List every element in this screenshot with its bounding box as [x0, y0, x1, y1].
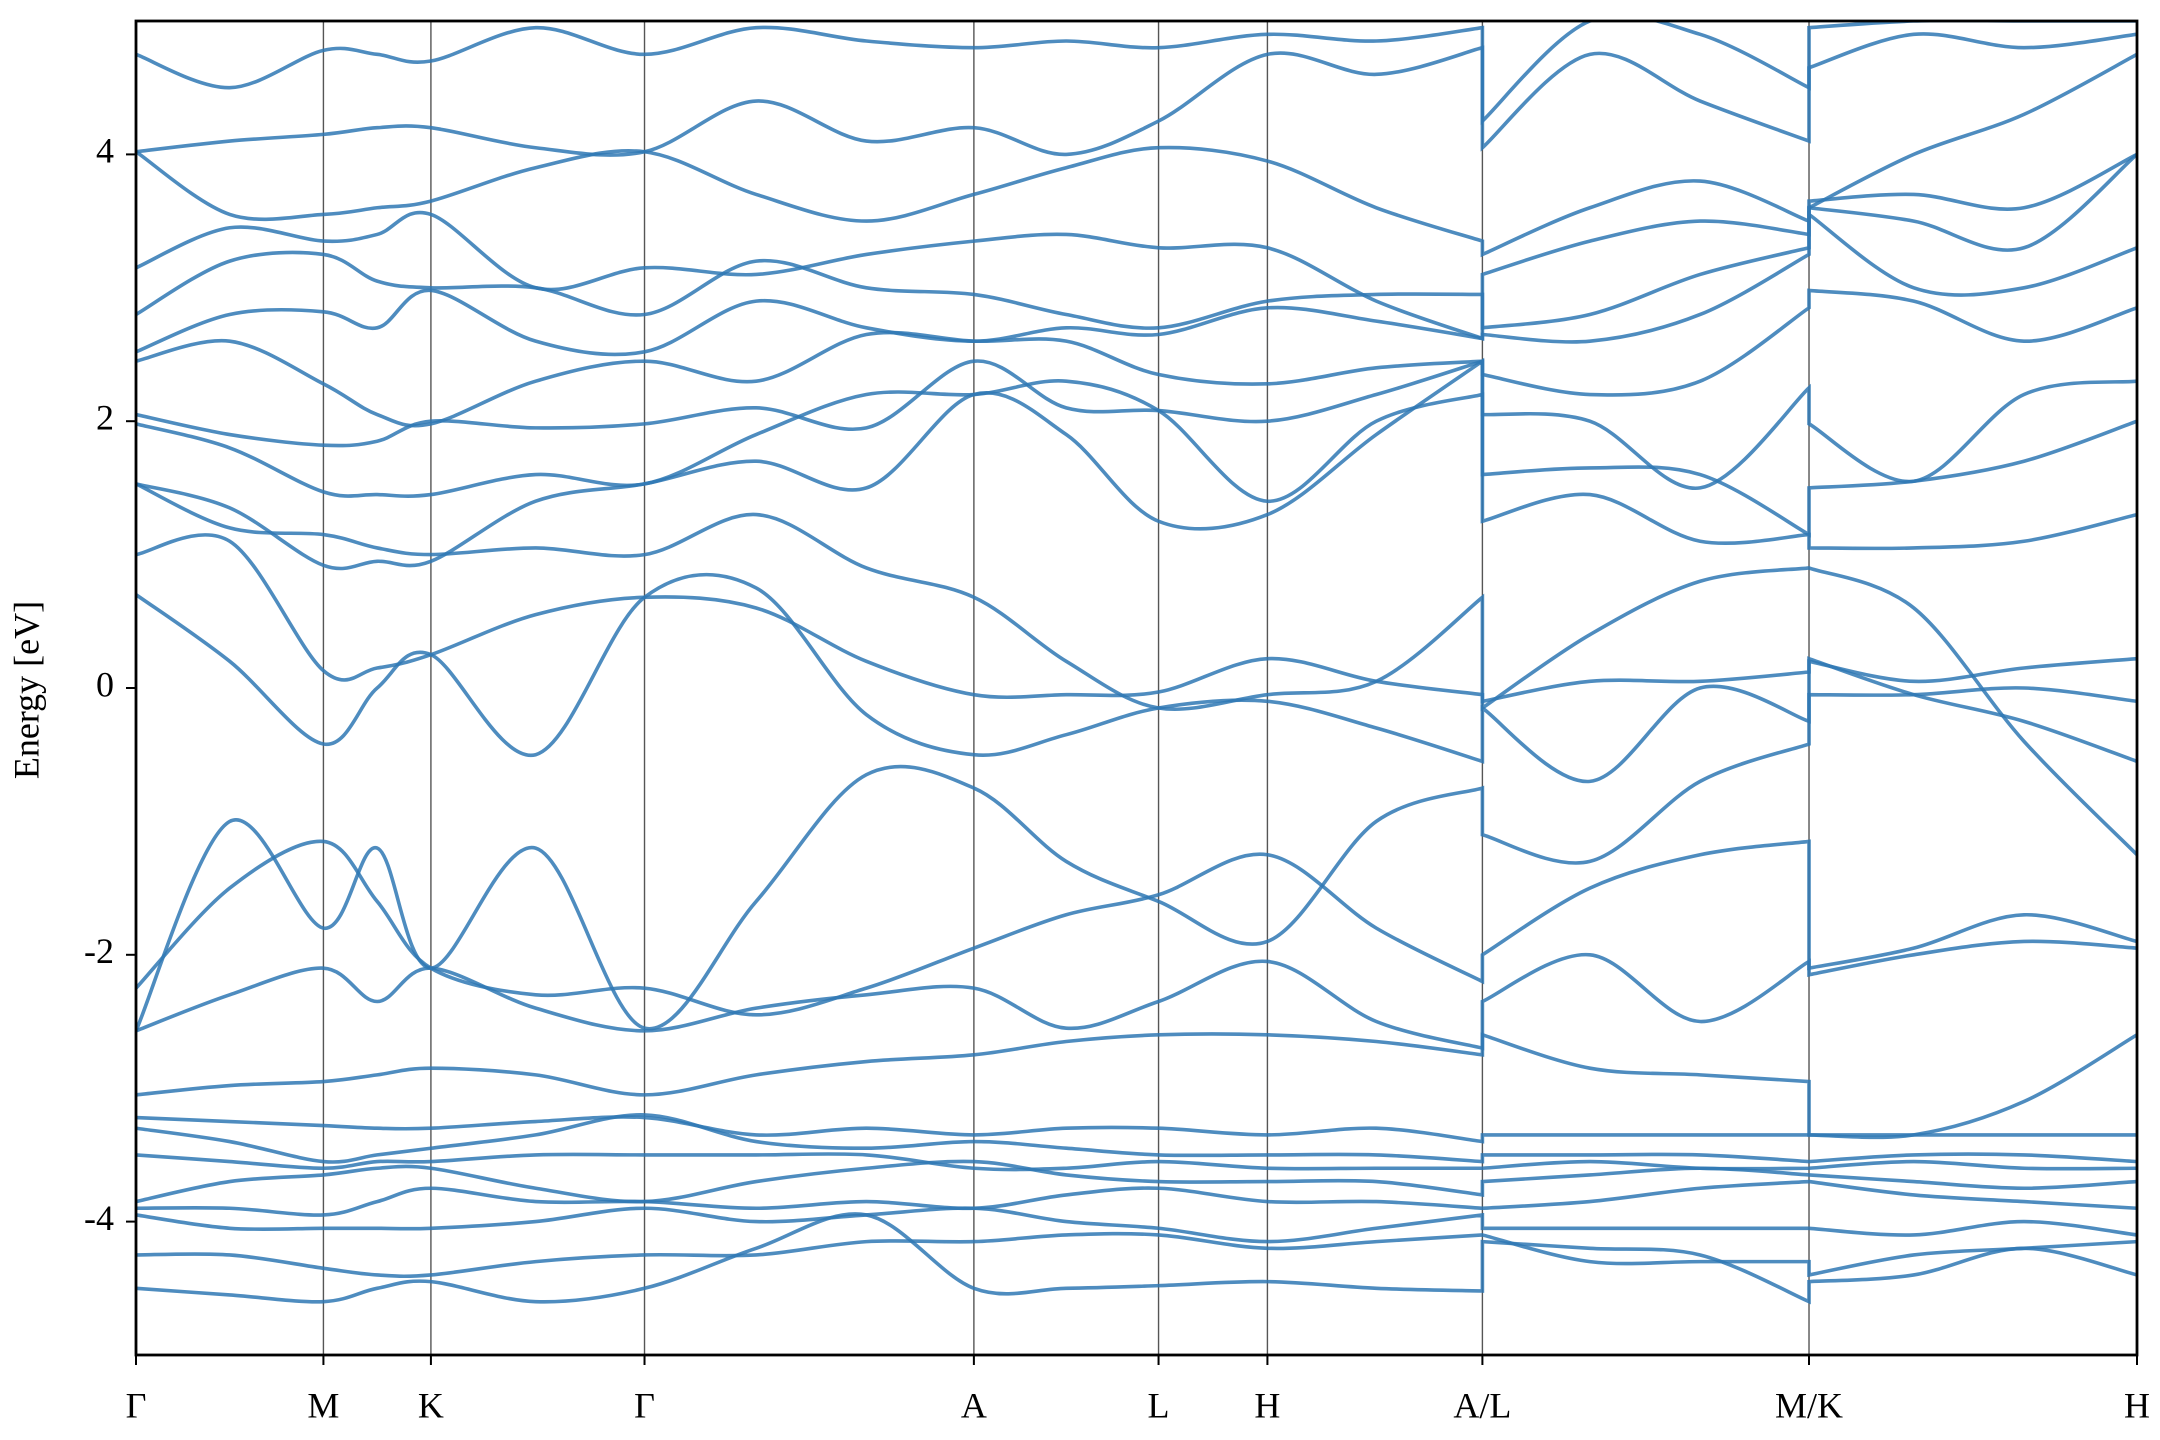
band-line: [136, 288, 2137, 428]
y-tick-label: 2: [96, 397, 114, 437]
y-tick-label: 0: [96, 664, 114, 704]
band-line: [136, 210, 2137, 357]
y-tick-label: -4: [84, 1198, 114, 1238]
band-line: [136, 32, 2137, 157]
band-line: [136, 379, 2137, 538]
x-tick-label: Γ: [126, 1385, 147, 1425]
x-tick-label: M: [307, 1385, 339, 1425]
band-line: [136, 1231, 2137, 1279]
x-tick-label: H: [1254, 1385, 1280, 1425]
band-line: [136, 1113, 2137, 1164]
band-line: [136, 21, 2137, 126]
band-line: [136, 533, 2137, 764]
band-line: [136, 482, 2137, 857]
band-line: [136, 1115, 2137, 1144]
x-tick-label: A: [961, 1385, 987, 1425]
band-line: [136, 357, 2137, 571]
y-tick-label: -2: [84, 931, 114, 971]
x-tick-label: M/K: [1775, 1385, 1843, 1425]
y-axis-label: Energy [eV]: [6, 601, 46, 779]
x-tick-label: L: [1148, 1385, 1170, 1425]
x-tick-label: A/L: [1453, 1385, 1511, 1425]
band-line: [136, 52, 2137, 258]
y-tick-label: 4: [96, 131, 114, 171]
plot-frame: [134, 19, 2139, 1357]
band-line: [136, 1206, 2137, 1244]
band-line: [136, 1032, 2137, 1140]
band-line: [136, 1152, 2137, 1172]
x-tick-label: Γ: [634, 1385, 655, 1425]
x-tick-label: K: [418, 1385, 444, 1425]
band-line: [136, 939, 2137, 1051]
band-line: [136, 153, 2137, 330]
band-line: [136, 1159, 2137, 1204]
band-line: [136, 1212, 2137, 1305]
band-line: [136, 1179, 2137, 1217]
band-line: [136, 686, 2137, 1032]
band-line: [136, 358, 2137, 490]
band-line: [136, 152, 2137, 342]
x-tick-label: H: [2124, 1385, 2150, 1425]
band-line: [136, 839, 2137, 1017]
band-line: [136, 572, 2137, 784]
